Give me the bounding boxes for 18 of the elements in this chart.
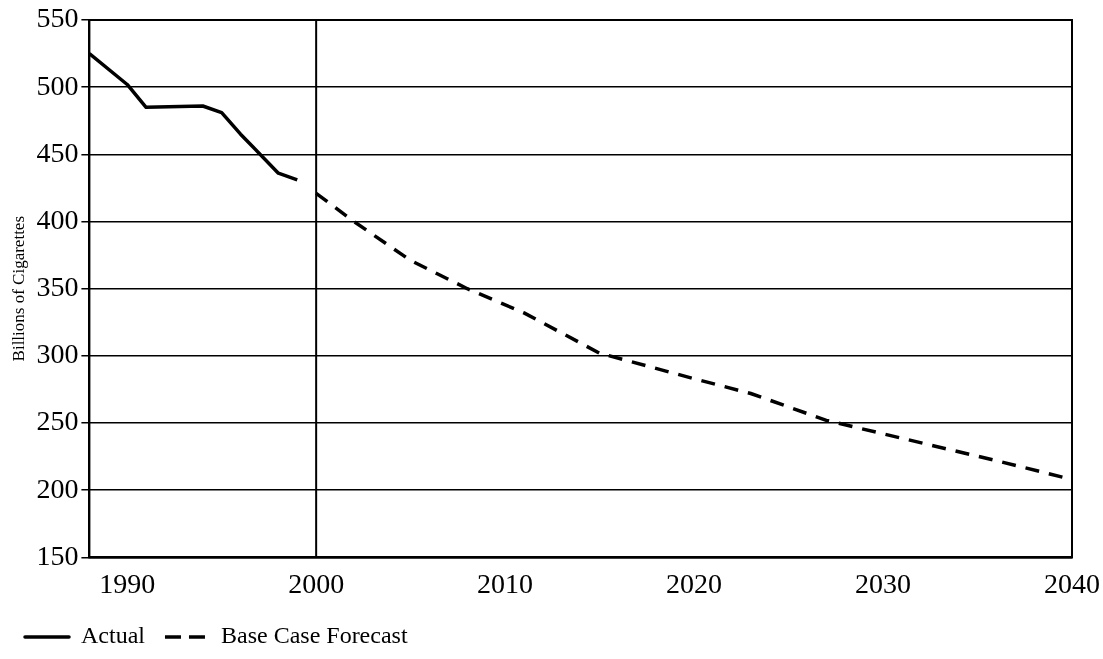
y-axis-title: Billions of Cigarettes	[8, 215, 28, 362]
y-tick-label: 150	[36, 539, 79, 571]
x-tick-label: 2020	[666, 567, 723, 599]
x-tick-label: 2010	[477, 567, 534, 599]
y-tick-label: 250	[36, 405, 79, 437]
y-tick-label: 500	[36, 69, 79, 101]
y-tick-label: 450	[36, 136, 79, 168]
y-tick-label: 400	[36, 203, 79, 235]
y-tick-label: 350	[36, 271, 79, 303]
legend-label: Actual	[81, 622, 146, 649]
x-tick-label: 2000	[288, 567, 345, 599]
y-tick-label: 550	[36, 2, 79, 34]
legend-label: Base Case Forecast	[220, 622, 408, 649]
y-tick-label: 200	[36, 472, 79, 504]
x-tick-label: 1990	[99, 567, 156, 599]
x-tick-label: 2040	[1044, 567, 1100, 599]
y-tick-label: 300	[36, 338, 79, 370]
x-tick-label: 2030	[855, 567, 912, 599]
